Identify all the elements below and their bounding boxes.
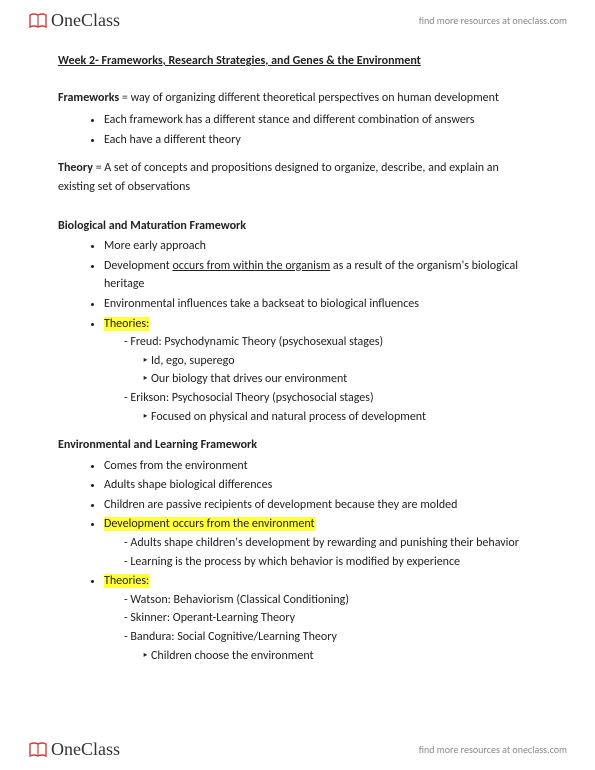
list-item: Children choose the environment (142, 647, 537, 666)
list-item: Each have a different theory (104, 131, 537, 150)
list-item: More early approach (104, 237, 537, 256)
theory-label: Theory (58, 161, 93, 175)
text: Freud: Psychodynamic Theory (psychosexua… (130, 335, 383, 349)
highlighted-text: Development occurs from the environment (104, 517, 315, 531)
bio-heading: Biological and Maturation Framework (58, 217, 537, 236)
list-item: Theories: Freud: Psychodynamic Theory (p… (104, 315, 537, 427)
theory-def: Theory = A set of concepts and propositi… (58, 159, 537, 196)
text: Development (104, 259, 172, 273)
sublist: Adults shape children's development by r… (104, 534, 537, 571)
bio-list: More early approach Development occurs f… (58, 237, 537, 426)
env-list: Comes from the environment Adults shape … (58, 457, 537, 666)
list-item: Each framework has a different stance an… (104, 111, 537, 130)
highlighted-text: Theories: (104, 317, 149, 331)
bio-theories-list: Freud: Psychodynamic Theory (psychosexua… (104, 333, 537, 426)
sublist: Id, ego, superego Our biology that drive… (124, 352, 537, 389)
list-item: Focused on physical and natural process … (142, 408, 537, 427)
document-body: Week 2- Frameworks, Research Strategies,… (58, 52, 537, 675)
highlighted-text: Theories: (104, 574, 149, 588)
brand-logo: OneClass (28, 739, 120, 760)
book-icon (28, 12, 48, 30)
underlined-text: occurs from within the organism (172, 259, 330, 273)
frameworks-def: Frameworks = way of organizing different… (58, 89, 537, 108)
frameworks-label: Frameworks (58, 91, 119, 105)
list-item: Adults shape children's development by r… (124, 534, 537, 553)
list-item: Adults shape biological differences (104, 476, 537, 495)
footer-tagline: find more resources at oneclass.com (419, 743, 567, 756)
book-icon (28, 741, 48, 759)
list-item: Erikson: Psychosocial Theory (psychosoci… (124, 389, 537, 426)
frameworks-list: Each framework has a different stance an… (58, 111, 537, 149)
list-item: Id, ego, superego (142, 352, 537, 371)
list-item: Skinner: Operant-Learning Theory (124, 609, 537, 628)
list-item: Environmental influences take a backseat… (104, 295, 537, 314)
list-item: Development occurs from within the organ… (104, 257, 537, 294)
page-header: OneClass find more resources at oneclass… (0, 0, 595, 41)
page-footer: OneClass find more resources at oneclass… (0, 729, 595, 770)
header-tagline: find more resources at oneclass.com (419, 14, 567, 27)
list-item: Comes from the environment (104, 457, 537, 476)
text: Bandura: Social Cognitive/Learning Theor… (130, 630, 337, 644)
text: Erikson: Psychosocial Theory (psychosoci… (130, 391, 373, 405)
list-item: Watson: Behaviorism (Classical Condition… (124, 591, 537, 610)
list-item: Learning is the process by which behavio… (124, 553, 537, 572)
sublist: Focused on physical and natural process … (124, 408, 537, 427)
sublist: Children choose the environment (124, 647, 537, 666)
brand-name: OneClass (51, 739, 120, 760)
frameworks-text: = way of organizing different theoretica… (119, 91, 499, 105)
theory-text: = A set of concepts and propositions des… (58, 161, 499, 194)
page-title: Week 2- Frameworks, Research Strategies,… (58, 52, 537, 71)
list-item: Bandura: Social Cognitive/Learning Theor… (124, 628, 537, 665)
env-heading: Environmental and Learning Framework (58, 436, 537, 455)
list-item: Children are passive recipients of devel… (104, 496, 537, 515)
brand-logo: OneClass (28, 10, 120, 31)
list-item: Our biology that drives our environment (142, 370, 537, 389)
env-theories-list: Watson: Behaviorism (Classical Condition… (104, 591, 537, 665)
brand-name: OneClass (51, 10, 120, 31)
list-item: Freud: Psychodynamic Theory (psychosexua… (124, 333, 537, 389)
list-item: Development occurs from the environment … (104, 515, 537, 571)
list-item: Theories: Watson: Behaviorism (Classical… (104, 572, 537, 665)
